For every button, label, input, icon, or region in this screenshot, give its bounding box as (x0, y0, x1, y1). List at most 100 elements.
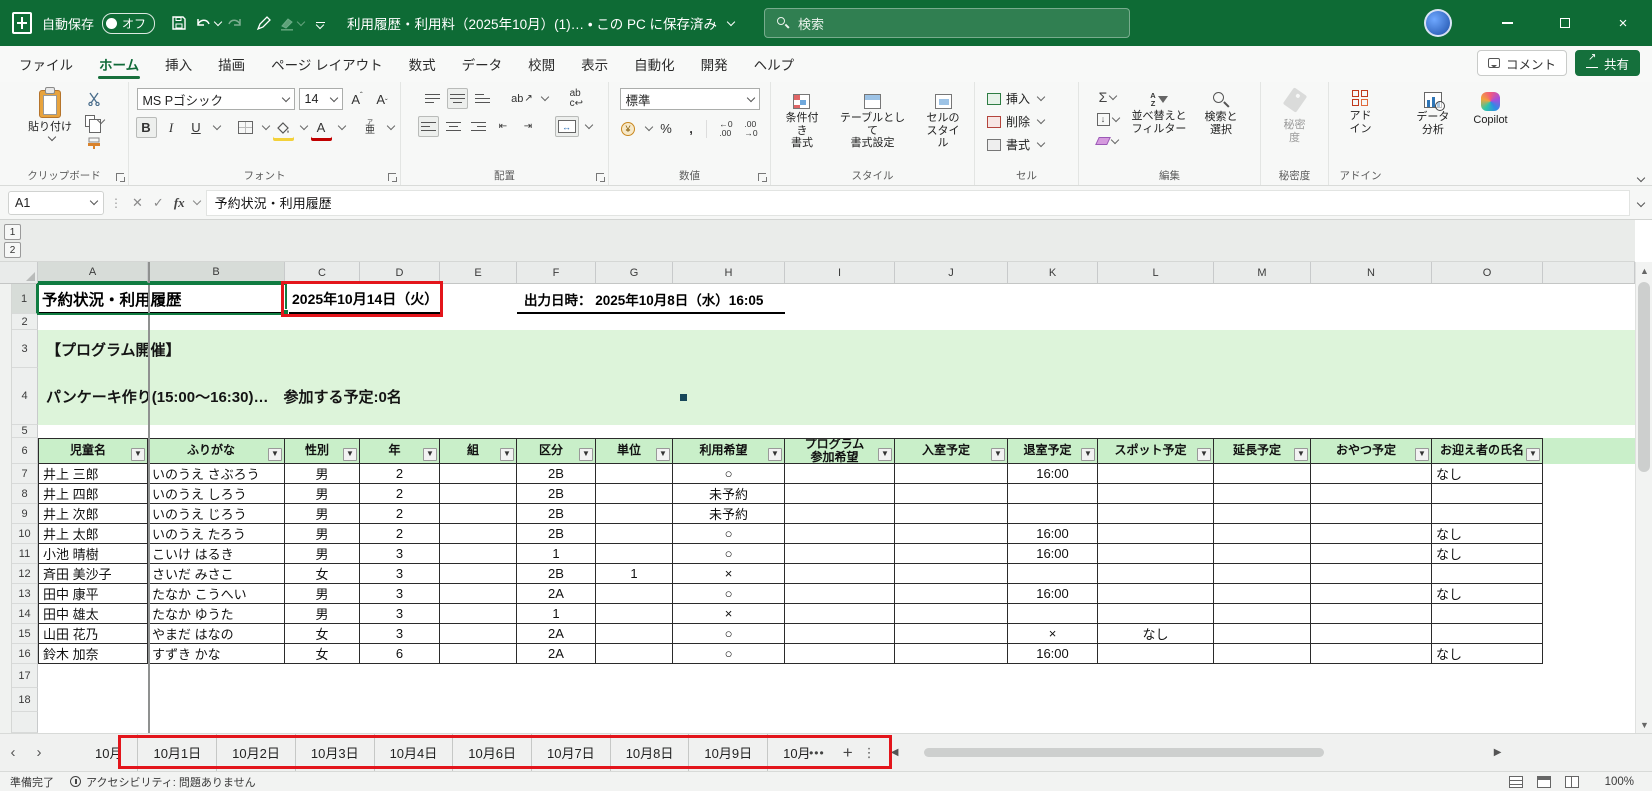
wrap-text-button[interactable]: ab c↩ (569, 87, 583, 109)
column-header-C[interactable]: C (285, 262, 360, 283)
enter-icon[interactable]: ✓ (152, 194, 164, 210)
cell-r14c12[interactable] (1098, 604, 1214, 624)
cell-r9c10[interactable] (895, 504, 1008, 524)
cell-r15c12[interactable]: なし (1098, 624, 1214, 644)
comma-style-button[interactable]: , (689, 121, 693, 136)
row-header-16[interactable]: 16 (12, 644, 38, 664)
cell-r11c1[interactable]: 小池 晴樹 (38, 544, 148, 564)
column-header-H[interactable]: H (673, 262, 785, 283)
cell-r11c12[interactable] (1098, 544, 1214, 564)
fill-button[interactable]: ↓ (1096, 110, 1120, 128)
filter-dropdown-icon[interactable]: ▼ (500, 448, 514, 461)
row-header-11[interactable]: 11 (12, 544, 38, 564)
name-box[interactable]: A1 (8, 190, 104, 215)
row-header-8[interactable]: 8 (12, 484, 38, 504)
cell-r10c6[interactable]: 2B (517, 524, 596, 544)
cell-r7c7[interactable] (596, 464, 673, 484)
cell-r8c4[interactable]: 2 (360, 484, 440, 504)
find-select-button[interactable]: 検索と 選択 (1200, 90, 1243, 150)
addins-button[interactable]: アド イン (1345, 88, 1377, 137)
row-header-12[interactable]: 12 (12, 564, 38, 584)
cell-r8c11[interactable] (1008, 484, 1098, 504)
cell-r10c13[interactable] (1214, 524, 1311, 544)
cell-r8c8[interactable]: 未予約 (673, 484, 785, 504)
cell-r9c3[interactable]: 男 (285, 504, 360, 524)
cell-r10c10[interactable] (895, 524, 1008, 544)
filter-dropdown-icon[interactable]: ▼ (768, 448, 782, 461)
filter-dropdown-icon[interactable]: ▼ (656, 448, 670, 461)
scroll-down-icon[interactable]: ▼ (1640, 719, 1649, 730)
cell-r8c15[interactable] (1432, 484, 1543, 504)
account-avatar[interactable] (1424, 9, 1452, 37)
filter-dropdown-icon[interactable]: ▼ (268, 448, 282, 461)
ribbon-tab-開発[interactable]: 開発 (700, 58, 728, 73)
cell-r10c11[interactable]: 16:00 (1008, 524, 1098, 544)
sheet-tab-10月9日[interactable]: 10月9日 (688, 734, 767, 771)
zoom-level[interactable]: 100% (1604, 775, 1634, 788)
delete-cells-button[interactable]: 削除 (987, 113, 1046, 130)
cell-r11c3[interactable]: 男 (285, 544, 360, 564)
cell-r11c9[interactable] (785, 544, 895, 564)
scroll-up-icon[interactable]: ▲ (1640, 265, 1649, 276)
copy-button[interactable] (83, 112, 105, 133)
cell-r11c4[interactable]: 3 (360, 544, 440, 564)
cell-r7c4[interactable]: 2 (360, 464, 440, 484)
data-analysis-button[interactable]: データ 分析 (1411, 90, 1454, 138)
cell-r12c10[interactable] (895, 564, 1008, 584)
document-title[interactable]: 利用履歴・利用料（2025年10月）(1)… • この PC に保存済み (347, 13, 736, 33)
cell-r12c2[interactable]: さいだ みさこ (148, 564, 285, 584)
cut-button[interactable] (83, 90, 105, 108)
qat-customize-icon[interactable] (305, 8, 333, 38)
row-header-18[interactable]: 18 (12, 688, 38, 712)
phonetic-guide-button[interactable]: ア亜 (365, 119, 375, 136)
cell-r7c3[interactable]: 男 (285, 464, 360, 484)
ribbon-tab-ページ レイアウト[interactable]: ページ レイアウト (271, 58, 383, 73)
autosave-toggle[interactable]: オフ (102, 12, 156, 34)
collapse-ribbon-icon[interactable] (1636, 173, 1646, 183)
cell-r7c14[interactable] (1311, 464, 1432, 484)
cell-r14c5[interactable] (440, 604, 517, 624)
format-painter-button[interactable] (83, 134, 105, 152)
cell-r10c1[interactable]: 井上 太郎 (38, 524, 148, 544)
orientation-button[interactable]: ab ↗ (511, 92, 533, 105)
filter-dropdown-icon[interactable]: ▼ (1415, 448, 1429, 461)
cell-r7c15[interactable]: なし (1432, 464, 1543, 484)
filter-dropdown-icon[interactable]: ▼ (1197, 448, 1211, 461)
outline-level-2-button[interactable]: 2 (4, 242, 21, 258)
filter-dropdown-icon[interactable]: ▼ (991, 448, 1005, 461)
cell-r14c8[interactable]: × (673, 604, 785, 624)
cell-r7c2[interactable]: いのうえ さぶろう (148, 464, 285, 484)
cell-r7c13[interactable] (1214, 464, 1311, 484)
cell-r15c1[interactable]: 山田 花乃 (38, 624, 148, 644)
accessibility-status[interactable]: アクセシビリティ: 問題ありません (86, 776, 256, 789)
row-header-3[interactable]: 3 (12, 330, 38, 368)
sheet-tab-10月6日[interactable]: 10月6日 (452, 734, 531, 771)
cell-r9c14[interactable] (1311, 504, 1432, 524)
cell-r9c2[interactable]: いのうえ じろう (148, 504, 285, 524)
page-break-view-button[interactable] (1564, 775, 1579, 788)
cell-r13c4[interactable]: 3 (360, 584, 440, 604)
cell-r9c4[interactable]: 2 (360, 504, 440, 524)
cell-r9c5[interactable] (440, 504, 517, 524)
insert-cells-button[interactable]: 挿入 (987, 90, 1046, 107)
row-header-1[interactable]: 1 (12, 284, 38, 314)
sheet-tab-10月[interactable]: 10月 (767, 734, 809, 771)
borders-button[interactable] (235, 117, 256, 138)
cell-r13c11[interactable]: 16:00 (1008, 584, 1098, 604)
excel-logo-icon[interactable] (12, 12, 32, 34)
cell-r13c15[interactable]: なし (1432, 584, 1543, 604)
cell-r10c4[interactable]: 2 (360, 524, 440, 544)
redo-button[interactable] (221, 8, 249, 38)
cell-r14c13[interactable] (1214, 604, 1311, 624)
cell-r13c9[interactable] (785, 584, 895, 604)
cell-r9c7[interactable] (596, 504, 673, 524)
cell-r8c6[interactable]: 2B (517, 484, 596, 504)
highlighter-icon[interactable] (277, 8, 305, 38)
conditional-formatting-button[interactable]: 条件付き 書式 (777, 92, 827, 152)
cell-r7c12[interactable] (1098, 464, 1214, 484)
cell-r16c5[interactable] (440, 644, 517, 664)
sheet-tab-10月[interactable]: 10月 (95, 746, 123, 761)
accounting-format-button[interactable]: ¥ (618, 118, 639, 139)
normal-view-button[interactable] (1508, 775, 1523, 788)
